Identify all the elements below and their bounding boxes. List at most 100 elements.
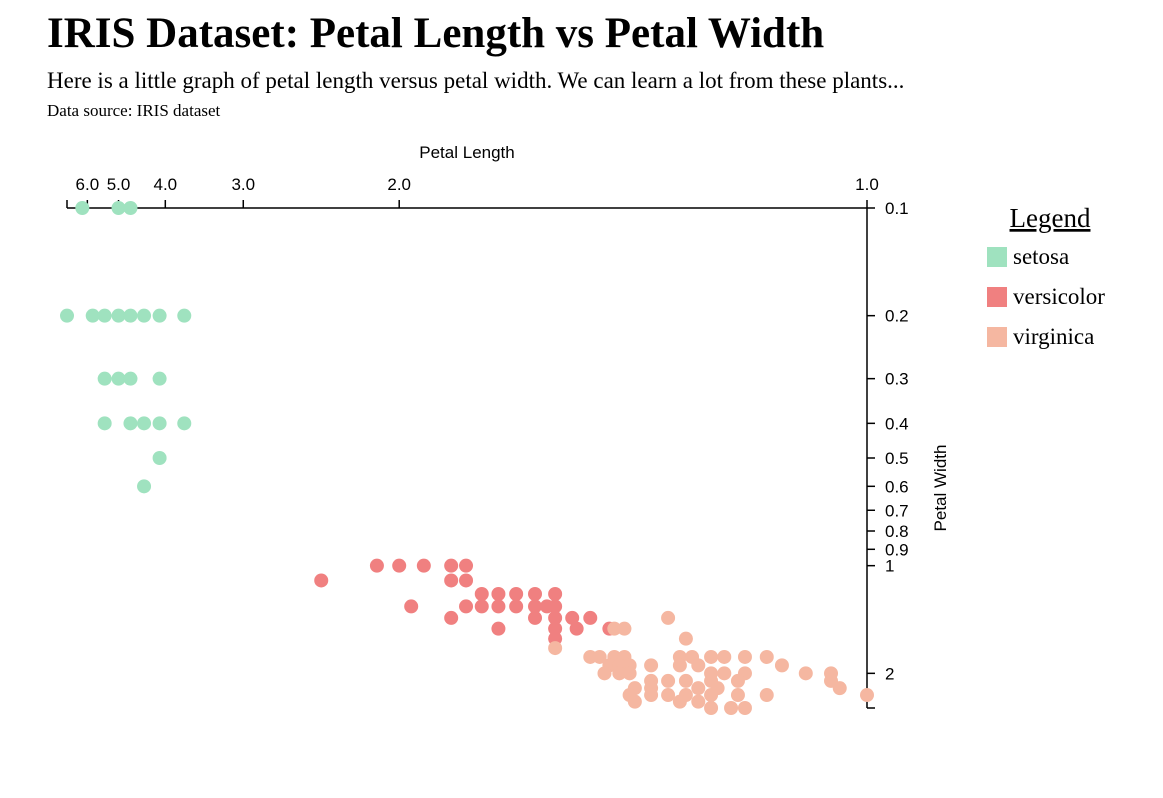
data-point [459,599,474,614]
data-point [177,416,192,431]
data-point [661,673,676,688]
data-point [730,688,745,703]
data-point [444,573,459,588]
data-point [627,694,642,709]
data-point [548,586,563,601]
y-tick-label: 0.2 [885,307,909,326]
data-point [111,371,126,386]
data-point [661,688,676,703]
data-point [459,558,474,573]
data-point [459,573,474,588]
data-point [97,308,112,323]
data-point [111,308,126,323]
y-tick-label: 0.8 [885,522,909,541]
data-point [152,308,167,323]
data-point [474,599,489,614]
data-point [704,649,719,664]
data-point [612,666,627,681]
x-tick-label: 5.0 [107,175,131,194]
data-point [152,371,167,386]
data-point [583,610,598,625]
data-point [85,308,100,323]
data-point [678,631,693,646]
legend-entry-label: versicolor [1013,284,1105,309]
y-tick-label: 0.6 [885,477,909,496]
data-point [622,666,637,681]
data-point [137,416,152,431]
data-point [444,610,459,625]
y-tick-label: 0.4 [885,414,909,433]
series-virginica [548,610,874,715]
data-point [97,371,112,386]
data-point [607,621,622,636]
legend-entry-label: setosa [1013,244,1069,269]
data-source: Data source: IRIS dataset [47,101,221,120]
data-point [737,701,752,715]
x-tick-label: 2.0 [387,175,411,194]
data-point [75,201,90,215]
data-point [759,649,774,664]
data-point [137,479,152,494]
legend-entry-label: virginica [1013,324,1094,349]
data-point [509,586,524,601]
x-axis-label: Petal Length [419,143,514,162]
data-point [491,599,506,614]
data-point [704,688,719,703]
legend-swatch [987,327,1007,347]
y-tick-label: 0.3 [885,370,909,389]
data-point [314,573,329,588]
data-point [444,558,459,573]
data-point [644,688,659,703]
data-point [691,658,706,673]
data-point [678,673,693,688]
y-tick-label: 1 [885,557,894,576]
page-subtitle: Here is a little graph of petal length v… [47,68,905,93]
data-point [672,658,687,673]
x-tick-label: 4.0 [153,175,177,194]
data-point [548,621,563,636]
data-point [730,673,745,688]
data-point [548,599,563,614]
y-tick-label: 0.5 [885,449,909,468]
data-point [416,558,431,573]
data-point [860,688,874,703]
data-point [60,308,74,323]
data-point [474,586,489,601]
data-point [569,621,584,636]
data-point [737,649,752,664]
page-title: IRIS Dataset: Petal Length vs Petal Widt… [47,10,825,57]
data-point [528,599,543,614]
data-point [123,416,138,431]
data-point [392,558,407,573]
data-point [152,451,167,465]
data-point [528,586,543,601]
x-tick-label: 1.0 [855,175,879,194]
x-tick-label: 3.0 [231,175,255,194]
data-point [644,658,659,673]
x-tick-label: 6.0 [76,175,100,194]
data-point [774,658,789,673]
y-tick-label: 0.1 [885,199,909,218]
y-axis: 0.1 0.2 0.3 0.4 0.5 0.6 0.7 0.80.91 2 [866,199,909,709]
data-point [548,641,563,656]
data-point [491,621,506,636]
data-point [832,681,847,696]
data-point [137,308,152,323]
data-point [717,666,732,681]
data-point [592,649,607,664]
data-point [404,599,419,614]
data-point [691,681,706,696]
legend-swatch [987,287,1007,307]
data-point [759,688,774,703]
y-tick-label: 0.9 [885,540,909,559]
data-point [123,201,138,215]
data-point [597,666,612,681]
y-tick-label: 2 [885,664,894,683]
data-point [717,649,732,664]
data-point [528,610,543,625]
y-axis-label: Petal Width [931,445,950,532]
data-point [798,666,813,681]
series-versicolor [314,558,617,646]
legend: Legend setosa versicolor virginica [987,203,1105,349]
